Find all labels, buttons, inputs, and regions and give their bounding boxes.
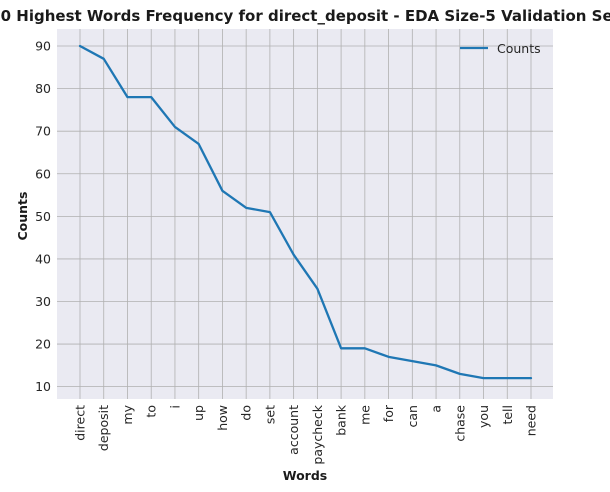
x-tick-label: you xyxy=(476,405,491,428)
x-tick-label: deposit xyxy=(96,405,111,451)
x-tick-label: set xyxy=(262,405,277,424)
x-tick-label: me xyxy=(357,405,372,425)
x-tick-label: can xyxy=(405,405,420,427)
series-line xyxy=(78,44,533,380)
y-tick-label: 10 xyxy=(35,379,51,394)
series-lines xyxy=(78,44,533,380)
x-tick-label: i xyxy=(167,405,182,408)
x-tick-label: to xyxy=(144,405,159,418)
legend-label: Counts xyxy=(497,41,541,56)
x-tick-label: my xyxy=(120,404,135,424)
x-axis-label: Words xyxy=(283,468,327,483)
plot-area xyxy=(57,29,553,399)
x-tick-label: a xyxy=(429,405,444,413)
x-tick-label: need xyxy=(524,405,539,436)
y-tick-label: 20 xyxy=(35,337,51,352)
y-tick-label: 60 xyxy=(35,166,51,181)
x-tick-label: direct xyxy=(73,405,88,441)
y-tick-label: 70 xyxy=(35,124,51,139)
x-tick-label: do xyxy=(239,405,254,421)
y-axis-label: Counts xyxy=(15,192,30,241)
x-axis-ticks: direct deposit my to i up how do set account paych… xyxy=(73,404,539,464)
y-tick-label: 30 xyxy=(35,294,51,309)
x-tick-label: how xyxy=(215,405,230,431)
y-tick-label: 90 xyxy=(35,39,51,54)
y-tick-label: 40 xyxy=(35,251,51,266)
legend: Counts xyxy=(460,41,541,56)
x-tick-label: chase xyxy=(452,405,467,442)
x-tick-label: for xyxy=(381,404,396,422)
x-tick-label: paycheck xyxy=(310,404,325,464)
x-tick-label: bank xyxy=(334,404,349,436)
y-tick-label: 80 xyxy=(35,81,51,96)
chart-title: 20 Highest Words Frequency for direct_de… xyxy=(0,7,610,25)
x-tick-label: tell xyxy=(500,405,515,425)
y-tick-label: 50 xyxy=(35,209,51,224)
y-axis-ticks: 10 20 30 40 50 60 70 80 90 xyxy=(35,39,51,395)
x-tick-label: account xyxy=(286,405,301,455)
x-tick-label: up xyxy=(191,405,206,421)
